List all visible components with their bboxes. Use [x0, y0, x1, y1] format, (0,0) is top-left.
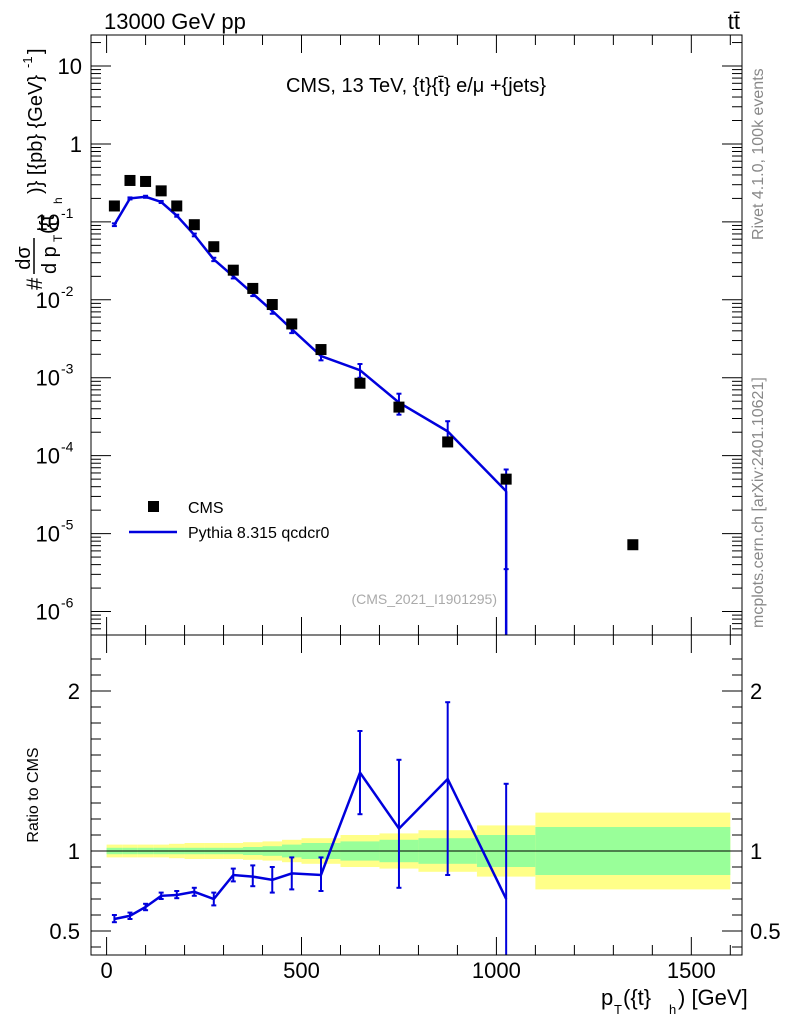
ratio-xtick-label: 1000	[472, 958, 521, 983]
legend-cms-marker	[148, 501, 159, 512]
xlabel-mid: ({t}	[623, 985, 651, 1010]
main-ytick-exponent: -4	[61, 439, 74, 455]
main-ytick-label: 10	[36, 600, 60, 625]
ylabel-hash: #	[22, 277, 47, 290]
cms-data-point	[627, 539, 639, 551]
xlabel-sub-h: h	[669, 1002, 676, 1017]
xlabel-p: p	[601, 985, 613, 1010]
cms-data-point	[266, 299, 278, 311]
cms-data-point	[286, 318, 298, 330]
cms-data-point	[393, 401, 405, 413]
mc-series-line	[113, 195, 508, 493]
ratio-ytick-label-right: 1	[750, 839, 762, 864]
cms-data-point	[442, 436, 454, 448]
xlabel-end: ) [GeV]	[678, 985, 748, 1010]
main-frame	[90, 34, 743, 636]
ratio-frame	[90, 634, 743, 956]
cms-data-point	[155, 185, 167, 197]
ratio-ytick-label-right: 0.5	[750, 919, 781, 944]
main-ylabel: # dσ d p T ({t h )} [{pb} {GeV} -1 ]	[13, 48, 65, 290]
beam-label: 13000 GeV pp	[104, 9, 246, 34]
ratio-mc-line	[114, 769, 508, 921]
ylabel-paren: ({t	[37, 215, 59, 234]
ratio-ytick-label: 0.5	[49, 919, 80, 944]
source-label: mcplots.cern.ch [arXiv:2401.10621]	[750, 377, 767, 628]
main-ytick-label: 10	[36, 444, 60, 469]
main-ytick-label: 10	[58, 54, 82, 79]
main-title: CMS, 13 TeV, {t}{t̄} e/μ +{jets}	[286, 75, 546, 97]
main-ytick-exponent: -2	[61, 283, 74, 299]
ratio-xtick-label: 0	[100, 958, 112, 983]
main-ytick-label: 10	[36, 210, 60, 235]
main-ytick-exponent: -3	[61, 361, 74, 377]
main-ytick-exponent: -1	[61, 205, 74, 221]
ratio-panel: 0.5 0.5 1 1 2 2 0 500 1000 1500 Ratio to CMS p T …	[25, 634, 781, 1017]
xlabel-sub-t: T	[614, 1002, 622, 1017]
legend-mc-label: Pythia 8.315 qcdcr0	[188, 525, 330, 542]
ratio-ytick-label: 2	[68, 679, 80, 704]
ylabel-sub-h: h	[51, 197, 65, 204]
cms-data-point	[354, 377, 366, 389]
legend-cms-label: CMS	[188, 500, 224, 517]
xlabel: p T ({t} h ) [GeV]	[601, 985, 748, 1017]
main-ytick-label: 10	[36, 366, 60, 391]
cms-data-point	[171, 200, 183, 212]
ratio-plot-area: 0.5 0.5 1 1 2 2 0 500 1000 1500	[49, 635, 781, 983]
ylabel-denominator: d p	[39, 246, 61, 274]
main-ytick-label: 10	[36, 288, 60, 313]
ylabel-sub-t: T	[51, 234, 65, 242]
analysis-tag: (CMS_2021_I1901295)	[351, 591, 497, 607]
cms-data-point	[247, 282, 259, 294]
ratio-ytick-label-right: 2	[750, 679, 762, 704]
ylabel-close: ]	[25, 48, 47, 54]
ylabel-exp: -1	[20, 56, 35, 68]
cms-data-point	[500, 473, 512, 485]
ylabel-numerator: dσ	[13, 246, 35, 270]
cms-data-point	[315, 344, 327, 356]
ratio-ytick-label: 1	[68, 839, 80, 864]
main-ytick-exponent: -6	[61, 595, 74, 611]
ylabel-rest: )} [{pb} {GeV}	[25, 75, 47, 194]
cms-data-point	[108, 200, 120, 212]
cms-data-point	[140, 175, 152, 187]
cms-data-point	[124, 174, 136, 186]
ratio-ylabel: Ratio to CMS	[25, 747, 42, 842]
main-ytick-exponent: -5	[61, 517, 74, 533]
cms-data-point	[227, 264, 239, 276]
process-label: tt̄	[728, 9, 740, 34]
main-ytick-label: 1	[70, 132, 82, 157]
ratio-xtick-label: 500	[283, 958, 320, 983]
main-ytick-label: 10	[36, 522, 60, 547]
cms-data-point	[188, 219, 200, 231]
cms-data-point	[208, 241, 220, 253]
ratio-xtick-label: 1500	[667, 958, 716, 983]
rivet-label: Rivet 4.1.0, 100k events	[750, 68, 767, 240]
